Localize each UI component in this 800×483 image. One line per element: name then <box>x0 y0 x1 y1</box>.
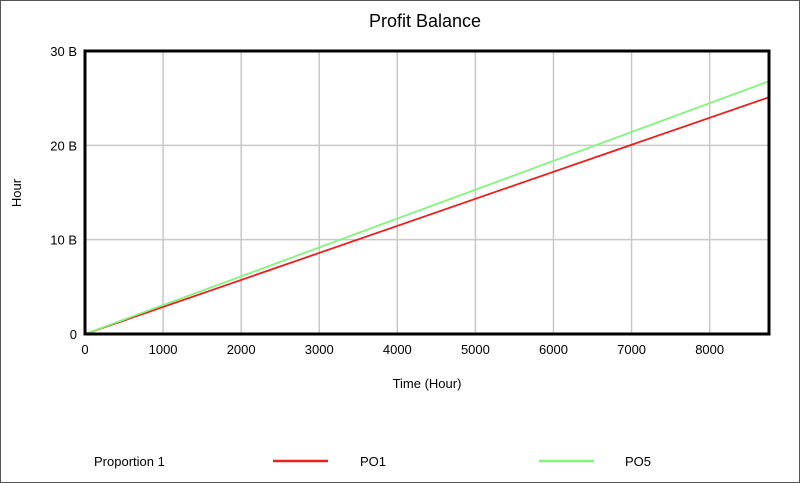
y-axis-title: Hour <box>9 178 24 207</box>
series-layer <box>84 80 770 335</box>
gridlines <box>85 51 769 334</box>
y-tick-label: 10 B <box>50 233 77 248</box>
legend-label-po5: PO5 <box>625 454 651 469</box>
series-line-po1 <box>84 96 770 335</box>
y-tick-label: 30 B <box>50 44 77 59</box>
y-axis-ticks: 0 10 B 20 B 30 B <box>50 44 77 342</box>
x-axis-ticks: 0 1000 2000 3000 4000 5000 6000 7000 8000 <box>81 342 724 357</box>
x-tick-label: 0 <box>81 342 88 357</box>
chart-title: Profit Balance <box>369 11 481 31</box>
x-tick-label: 1000 <box>149 342 178 357</box>
x-tick-label: 2000 <box>227 342 256 357</box>
plot-border <box>83 49 771 336</box>
legend: Proportion 1 PO1 PO5 <box>94 454 651 469</box>
x-tick-label: 3000 <box>305 342 334 357</box>
y-tick-label: 0 <box>70 327 77 342</box>
x-tick-label: 6000 <box>539 342 568 357</box>
x-tick-label: 8000 <box>695 342 724 357</box>
series-line-po5 <box>84 80 770 335</box>
legend-label-po1: PO1 <box>360 454 386 469</box>
x-axis-title: Time (Hour) <box>393 376 462 391</box>
legend-title: Proportion 1 <box>94 454 165 469</box>
y-tick-label: 20 B <box>50 138 77 153</box>
x-tick-label: 4000 <box>383 342 412 357</box>
x-tick-label: 5000 <box>461 342 490 357</box>
x-tick-label: 7000 <box>617 342 646 357</box>
